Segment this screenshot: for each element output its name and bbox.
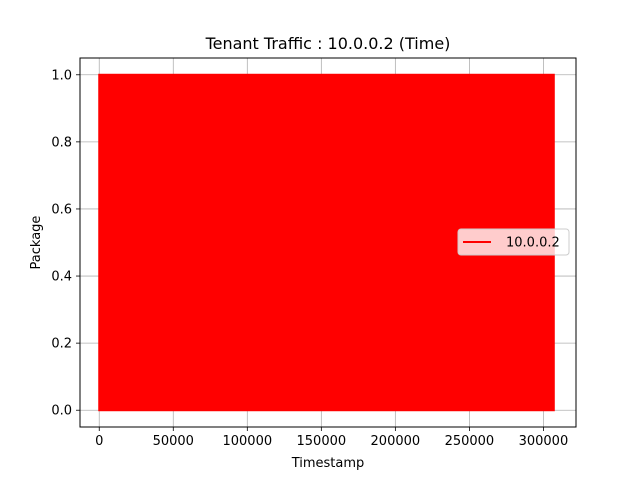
legend-box bbox=[457, 228, 570, 256]
y-tick-label: 0.2 bbox=[51, 337, 72, 352]
x-axis: 0 50000 100000 150000 200000 250000 300000 bbox=[95, 427, 568, 449]
x-tick-label: 100000 bbox=[222, 434, 272, 449]
x-tick-label: 0 bbox=[95, 434, 103, 449]
legend-label: 10.0.0.2 bbox=[506, 236, 560, 251]
plot-frame bbox=[79, 57, 577, 428]
y-axis-label: Package bbox=[29, 216, 44, 270]
x-tick-label: 250000 bbox=[445, 434, 495, 449]
legend: 10.0.0.2 bbox=[457, 228, 570, 256]
x-tick-label: 150000 bbox=[297, 434, 347, 449]
y-tick-label: 0.4 bbox=[51, 270, 72, 285]
x-tick-label: 300000 bbox=[519, 434, 569, 449]
y-tick-label: 0.6 bbox=[51, 202, 72, 217]
y-tick-label: 0.0 bbox=[51, 404, 72, 419]
x-axis-label: Timestamp bbox=[291, 456, 365, 471]
y-axis: 0.0 0.2 0.4 0.6 0.8 1.0 bbox=[51, 68, 80, 419]
x-tick-label: 200000 bbox=[371, 434, 421, 449]
y-tick-label: 0.8 bbox=[51, 135, 72, 150]
x-tick-label: 50000 bbox=[153, 434, 194, 449]
y-tick-label: 1.0 bbox=[51, 68, 72, 83]
chart-title: Tenant Traffic : 10.0.0.2 (Time) bbox=[205, 34, 451, 53]
